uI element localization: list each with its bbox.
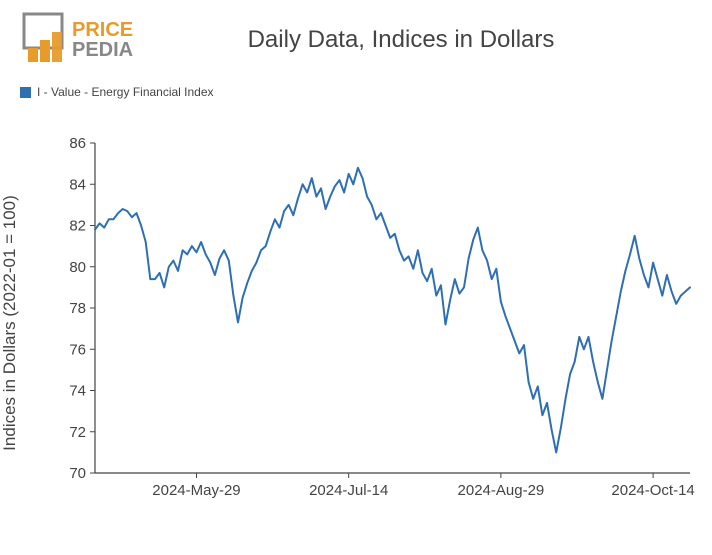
svg-text:2024-Aug-29: 2024-Aug-29: [458, 482, 545, 499]
svg-text:2024-Oct-14: 2024-Oct-14: [611, 482, 694, 499]
line-chart: 70 72 74 76 78 80 82 84 86 2024-May-29 2024-Jul-1…: [0, 103, 712, 543]
svg-text:2024-May-29: 2024-May-29: [152, 482, 240, 499]
svg-text:82: 82: [69, 218, 86, 235]
logo-text-top: PRICE: [72, 19, 133, 41]
svg-text:80: 80: [69, 259, 86, 276]
legend-label: I - Value - Energy Financial Index: [37, 85, 214, 99]
chart-title: Daily Data, Indices in Dollars: [150, 26, 692, 54]
legend-swatch: [20, 87, 31, 98]
svg-text:70: 70: [69, 465, 86, 482]
svg-text:84: 84: [69, 176, 86, 193]
svg-text:86: 86: [69, 135, 86, 152]
svg-text:2024-Jul-14: 2024-Jul-14: [309, 482, 388, 499]
chart-area: Indices in Dollars (2022-01 = 100) 70727…: [0, 103, 712, 543]
svg-text:78: 78: [69, 300, 86, 317]
svg-text:74: 74: [69, 383, 86, 400]
pricepedia-logo: PRICE PEDIA: [20, 12, 150, 67]
svg-text:72: 72: [69, 424, 86, 441]
logo-text-bottom: PEDIA: [72, 39, 133, 61]
legend: I - Value - Energy Financial Index: [0, 75, 712, 103]
svg-text:76: 76: [69, 341, 86, 358]
